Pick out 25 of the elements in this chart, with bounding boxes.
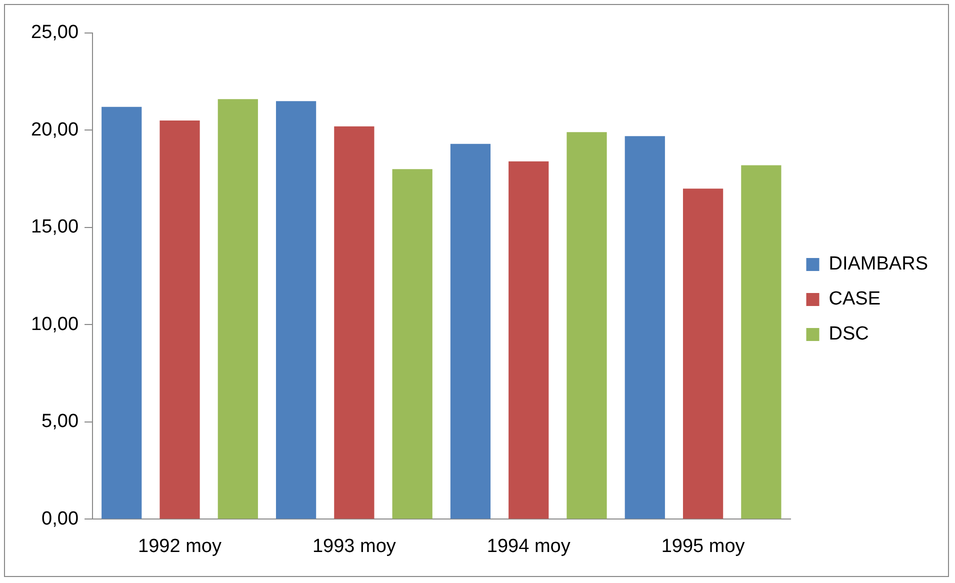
bar — [508, 161, 549, 519]
bar — [334, 126, 374, 519]
bar — [160, 120, 200, 519]
y-tick-label: 25,00 — [31, 22, 79, 44]
bar — [741, 165, 782, 519]
legend-label: DSC — [828, 324, 869, 345]
bar — [392, 169, 432, 519]
x-tick-label: 1995 moy — [661, 536, 746, 557]
x-tick-label: 1993 moy — [312, 536, 396, 557]
legend-label: DIAMBARS — [828, 254, 928, 275]
bar — [218, 99, 258, 519]
y-tick-label: 15,00 — [31, 216, 79, 238]
y-tick-label: 20,00 — [31, 119, 79, 140]
bar — [682, 188, 724, 519]
x-tick-label: 1992 moy — [138, 536, 222, 557]
legend-label: CASE — [828, 288, 881, 310]
bar — [102, 106, 142, 519]
bar — [276, 101, 316, 519]
y-tick-label: 10,00 — [31, 314, 79, 335]
bar — [450, 144, 491, 519]
x-tick-label: 1994 moy — [486, 536, 571, 557]
bar — [566, 132, 607, 519]
bar — [624, 136, 665, 519]
y-tick-label: 5,00 — [42, 411, 79, 432]
y-tick-label: 0,00 — [42, 508, 79, 530]
